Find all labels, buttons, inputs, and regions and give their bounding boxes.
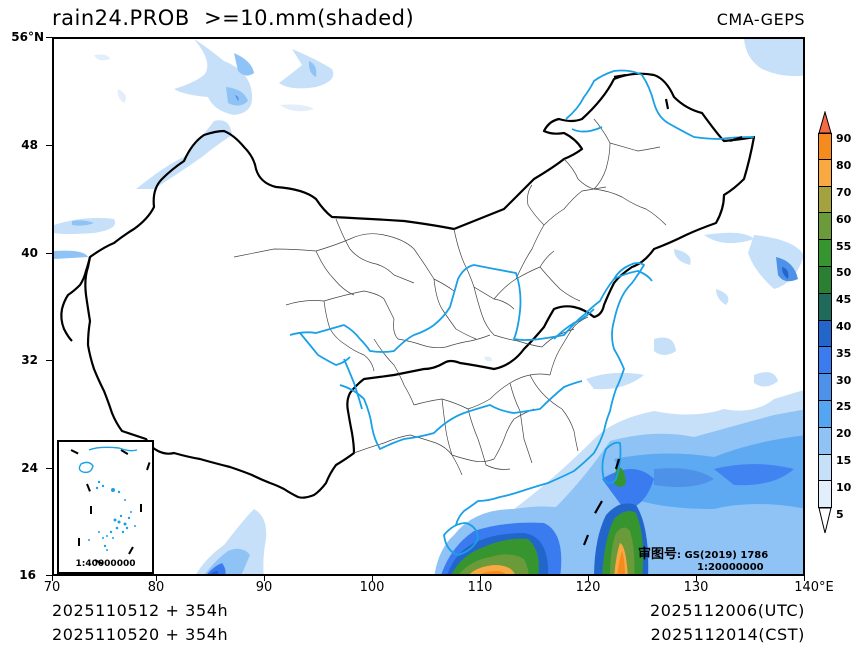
x-tick-label-90: 90: [255, 580, 273, 595]
south-china-sea-inset: 1:40000000: [57, 440, 154, 574]
x-tick: [804, 576, 805, 581]
inset-scale-label: 1:40000000: [75, 559, 136, 569]
colorbar-cell-25-30: [818, 374, 832, 401]
init-time-cst: 2025110520 + 354h: [52, 625, 229, 644]
x-tick: [588, 576, 589, 581]
x-tick-label-80: 80: [147, 580, 165, 595]
colorbar-cell-30-35: [818, 347, 832, 375]
x-tick-label-140: 140°E: [794, 580, 834, 595]
x-tick-label-120: 120: [575, 580, 601, 595]
colorbar-cell-80-90: [818, 133, 832, 160]
colorbar-label-90: 90: [836, 132, 852, 145]
provincial-boundaries: [233, 118, 667, 476]
x-tick: [372, 576, 373, 581]
colorbar-label-60: 60: [836, 213, 852, 226]
rivers-coastline: [289, 69, 755, 556]
inset-map: [70, 446, 152, 567]
colorbar-cell-5-10: [818, 481, 832, 509]
colorbar-label-55: 55: [836, 240, 852, 253]
colorbar-cell-40-45: [818, 293, 832, 321]
model-source: CMA-GEPS: [716, 10, 805, 29]
y-tick-label-16: 16: [19, 568, 36, 582]
colorbar-cell-15-20: [818, 427, 832, 455]
colorbar-label-40: 40: [836, 320, 852, 333]
y-tick: [46, 145, 52, 146]
colorbar-label-10: 10: [836, 481, 852, 494]
colorbar-cell-10-15: [818, 454, 832, 482]
x-tick: [156, 576, 157, 581]
colorbar-label-25: 25: [836, 400, 852, 413]
colorbar-cell-35-40: [818, 320, 832, 348]
x-tick-label-100: 100: [359, 580, 385, 595]
colorbar-label-70: 70: [836, 186, 852, 199]
approval-label: 审图号: [638, 547, 678, 562]
colorbar-cell-45-50: [818, 266, 832, 294]
y-tick-label-56: 56°N: [11, 30, 44, 44]
colorbar-label-5: 5: [836, 508, 844, 521]
valid-time-utc: 2025112006(UTC): [650, 601, 805, 620]
x-tick: [52, 576, 53, 581]
colorbar-cell-20-25: [818, 400, 832, 428]
y-tick-label-48: 48: [21, 138, 38, 152]
colorbar-label-80: 80: [836, 159, 852, 172]
y-tick: [46, 37, 52, 38]
x-tick: [696, 576, 697, 581]
chart-title: rain24.PROB >=10.mm(shaded): [52, 6, 415, 30]
colorbar-cell-60-70: [818, 186, 832, 214]
x-tick-label-110: 110: [467, 580, 493, 595]
y-tick: [46, 253, 52, 254]
x-tick-label-130: 130: [683, 580, 709, 595]
colorbar-label-15: 15: [836, 454, 852, 467]
colorbar-label-35: 35: [836, 347, 852, 360]
y-tick: [46, 575, 52, 576]
probability-shading: [54, 39, 803, 574]
colorbar-cell-55-60: [818, 213, 832, 241]
x-tick: [480, 576, 481, 581]
colorbar-label-45: 45: [836, 293, 852, 306]
colorbar-label-50: 50: [836, 266, 852, 279]
y-tick: [46, 360, 52, 361]
x-tick-label-70: 70: [43, 580, 61, 595]
colorbar: [818, 111, 832, 534]
map-scale-label: 1:20000000: [697, 562, 764, 573]
y-tick: [46, 468, 52, 469]
colorbar-top-arrow: [818, 111, 832, 133]
dashed-boundary: [582, 73, 743, 546]
colorbar-cell-50-55: [818, 240, 832, 267]
national-border: [84, 72, 756, 499]
colorbar-bottom-arrow: [818, 508, 832, 534]
approval-code: : GS(2019) 1786: [677, 550, 769, 561]
x-tick: [264, 576, 265, 581]
colorbar-cell-70-80: [818, 159, 832, 187]
precipitation-map: [54, 39, 803, 574]
colorbar-label-30: 30: [836, 374, 852, 387]
map-plot-area: [52, 37, 805, 576]
y-tick-label-40: 40: [21, 246, 38, 260]
valid-time-cst: 2025112014(CST): [650, 625, 805, 644]
y-tick-label-24: 24: [21, 461, 38, 475]
init-time-utc: 2025110512 + 354h: [52, 601, 229, 620]
colorbar-label-20: 20: [836, 427, 852, 440]
map-approval-number: 审图号: GS(2019) 1786: [638, 543, 768, 562]
y-tick-label-32: 32: [21, 353, 38, 367]
